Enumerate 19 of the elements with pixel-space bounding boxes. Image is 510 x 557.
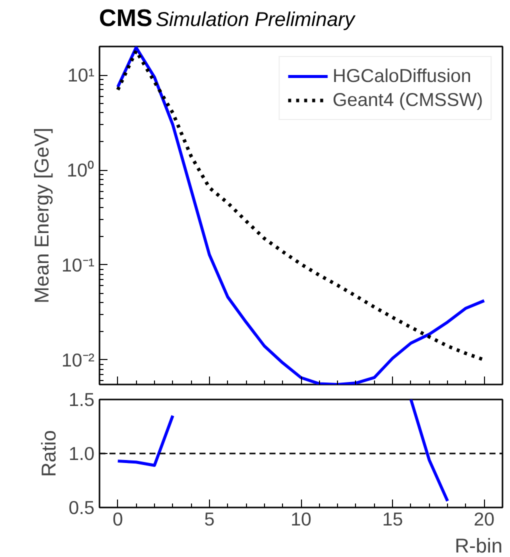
y-tick-label: 10⁻¹ [62,254,95,276]
y-axis-title: Ratio [38,430,61,477]
y-tick-label: 10⁻² [62,349,95,370]
y-tick-label: 10⁰ [66,160,95,180]
legend-label: Geant4 (CMSSW) [332,89,483,111]
y-tick-label: 10¹ [68,64,95,86]
x-tick-label: 0 [112,508,124,530]
x-tick-label: 15 [382,508,403,530]
chart-title: CMS [99,5,152,32]
y-tick-label: 1.0 [68,443,95,464]
x-tick-label: 5 [204,508,215,530]
chart-subtitle: Simulation Preliminary [156,9,355,31]
legend-label: HGCaloDiffusion [332,65,472,87]
y-tick-label: 0.5 [68,497,95,518]
y-axis-title: Mean Energy [GeV] [32,128,54,304]
y-tick-label: 1.5 [68,389,95,410]
x-tick-label: 10 [290,508,312,530]
x-axis-title: R-bin [454,536,503,557]
x-tick-label: 20 [474,508,495,530]
